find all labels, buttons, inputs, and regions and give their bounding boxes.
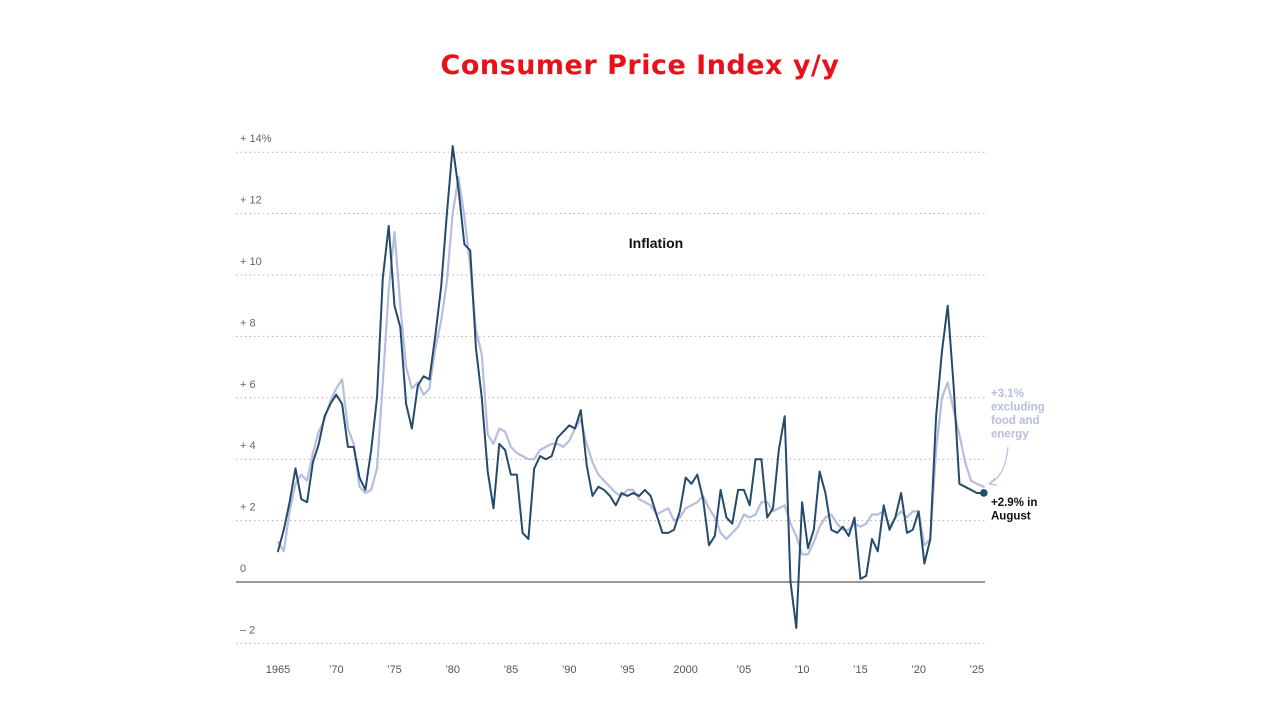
x-tick-label: ’20	[911, 664, 926, 676]
x-tick-label: ’25	[970, 664, 985, 676]
y-tick-label: – 2	[240, 624, 255, 636]
label-layer: Inflation + 14% + 12 + 10 + 8 + 6 + 4 + 2 0 – 2 1…	[240, 133, 1045, 676]
series-layer	[276, 145, 988, 629]
core-annotation-line: +3.1%	[991, 388, 1024, 400]
x-tick-label: ’15	[853, 664, 868, 676]
y-tick-label: + 6	[240, 379, 256, 391]
y-tick-label: + 2	[240, 502, 256, 514]
headline-annotation-line: +2.9% in	[991, 497, 1037, 509]
y-tick-label: + 14%	[240, 133, 272, 145]
inner-chart-title: Inflation	[629, 235, 683, 251]
y-tick-label: 0	[240, 563, 246, 575]
y-tick-label: + 8	[240, 317, 256, 329]
x-tick-label: ’75	[387, 664, 402, 676]
arrow-head-icon	[988, 477, 998, 486]
y-tick-label: + 10	[240, 256, 262, 268]
y-tick-label: + 4	[240, 440, 256, 452]
x-tick-label: ’90	[562, 664, 577, 676]
core-annotation-line: food and	[991, 415, 1040, 427]
page-title: Consumer Price Index y/y	[440, 50, 840, 81]
x-tick-label: 1965	[266, 664, 290, 676]
headline-annotation-line: August	[991, 511, 1031, 523]
headline-endpoint-dot	[980, 489, 988, 497]
x-tick-label: ’85	[504, 664, 519, 676]
x-tick-label: ’95	[620, 664, 635, 676]
core-annotation-arrow	[988, 446, 1009, 485]
core-cpi-line	[276, 175, 985, 556]
grid-layer	[236, 151, 985, 644]
x-tick-label: ’05	[737, 664, 752, 676]
x-tick-label: 2000	[673, 664, 697, 676]
y-tick-label: + 12	[240, 195, 262, 207]
core-annotation-line: excluding	[991, 402, 1045, 414]
x-tick-label: ’70	[329, 664, 344, 676]
headline-cpi-line	[277, 145, 985, 629]
x-tick-label: ’80	[445, 664, 460, 676]
core-annotation-line: energy	[991, 429, 1029, 441]
x-tick-label: ’10	[795, 664, 810, 676]
